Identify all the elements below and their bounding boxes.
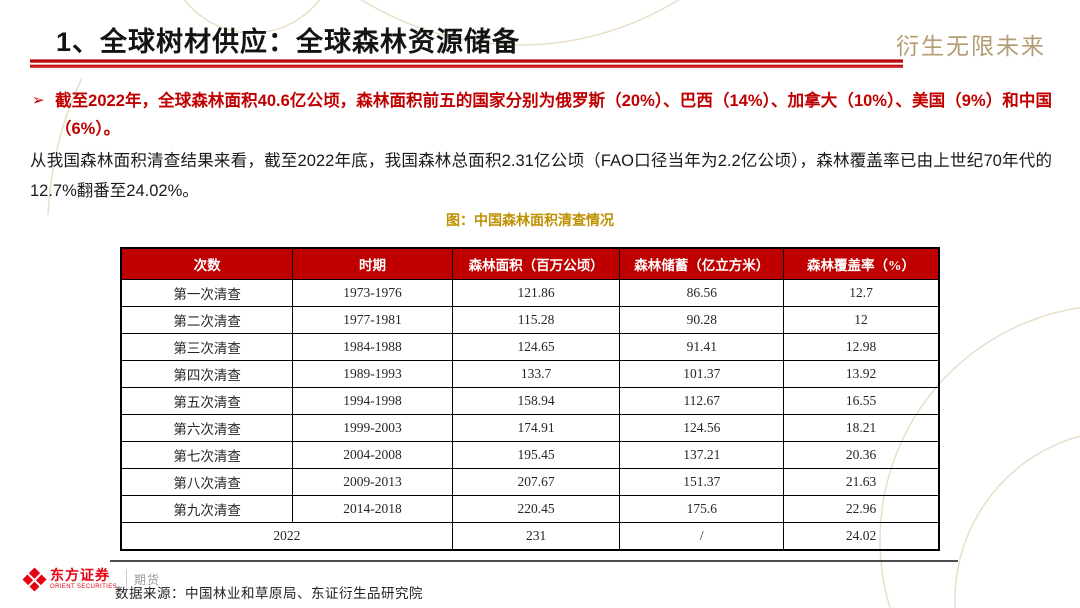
table-cell: 90.28 xyxy=(619,306,785,334)
table-cell: 13.92 xyxy=(783,360,940,388)
table-caption: 图：中国森林面积清查情况 xyxy=(446,212,614,228)
body-paragraph: 从我国森林面积清查结果来看，截至2022年底，我国森林总面积2.31亿公顷（FA… xyxy=(30,152,1052,200)
table-row: 第七次清查 2004-2008 195.45 137.21 20.36 xyxy=(120,441,940,469)
table-cell: 第六次清查 xyxy=(120,414,294,442)
brand-slogan: 衍生无限未来 xyxy=(896,33,1046,59)
table-cell: 91.41 xyxy=(619,333,785,361)
table-cell: 第一次清查 xyxy=(120,279,294,307)
table-cell: 86.56 xyxy=(619,279,785,307)
table-row: 第二次清查 1977-1981 115.28 90.28 12 xyxy=(120,306,940,334)
table-cell: 195.45 xyxy=(451,441,621,469)
table-row: 第六次清查 1999-2003 174.91 124.56 18.21 xyxy=(120,414,940,442)
table-cell: 174.91 xyxy=(451,414,621,442)
table-cell: / xyxy=(619,522,785,551)
table-cell: 220.45 xyxy=(451,495,621,523)
header-cell: 次数 xyxy=(120,247,294,280)
table-cell: 112.67 xyxy=(619,387,785,415)
table-cell: 1977-1981 xyxy=(292,306,453,334)
table-cell: 第三次清查 xyxy=(120,333,294,361)
table-row: 第五次清查 1994-1998 158.94 112.67 16.55 xyxy=(120,387,940,415)
table-cell: 2009-2013 xyxy=(292,468,453,496)
table-cell: 101.37 xyxy=(619,360,785,388)
footer-divider xyxy=(110,560,958,562)
key-point-text: 截至2022年，全球森林面积40.6亿公顷，森林面积前五的国家分别为俄罗斯（20… xyxy=(55,92,1052,138)
logo-business-unit: 期货 xyxy=(134,572,161,587)
table-header: 次数 时期 森林面积（百万公顷） 森林储蓄（亿立方米） 森林覆盖率（%） xyxy=(120,247,940,280)
table-cell: 207.67 xyxy=(451,468,621,496)
logo-name-en: ORIENT SECURITIES xyxy=(50,584,118,590)
table-cell: 124.65 xyxy=(451,333,621,361)
logo-divider xyxy=(126,569,128,589)
key-point: ➢ 截至2022年，全球森林面积40.6亿公顷，森林面积前五的国家分别为俄罗斯（… xyxy=(32,87,1052,143)
table-cell: 231 xyxy=(451,522,621,551)
table-row: 第四次清查 1989-1993 133.7 101.37 13.92 xyxy=(120,360,940,388)
logo-name-cn: 东方证券 xyxy=(50,567,110,583)
forest-survey-table: 次数 时期 森林面积（百万公顷） 森林储蓄（亿立方米） 森林覆盖率（%） 第一次清查 19… xyxy=(120,247,940,551)
table-cell: 第五次清查 xyxy=(120,387,294,415)
table-cell: 20.36 xyxy=(783,441,940,469)
table-cell: 第八次清查 xyxy=(120,468,294,496)
table-cell: 158.94 xyxy=(451,387,621,415)
forest-survey-table-container: 次数 时期 森林面积（百万公顷） 森林储蓄（亿立方米） 森林覆盖率（%） 第一次清查 19… xyxy=(120,247,940,551)
table-cell: 第四次清查 xyxy=(120,360,294,388)
table-cell: 12.7 xyxy=(783,279,940,307)
table-row-2022: 2022 231/24.02 xyxy=(120,522,940,551)
table-cell: 18.21 xyxy=(783,414,940,442)
table-cell: 2004-2008 xyxy=(292,441,453,469)
table-cell: 133.7 xyxy=(451,360,621,388)
company-logo: 东方证券 ORIENT SECURITIES 期货 xyxy=(22,566,161,592)
header-cell: 森林面积（百万公顷） xyxy=(451,247,621,280)
data-source: 数据来源：中国林业和草原局、东证衍生品研究院 xyxy=(115,586,423,601)
table-cell: 1999-2003 xyxy=(292,414,453,442)
table-cell: 175.6 xyxy=(619,495,785,523)
table-header-row: 次数 时期 森林面积（百万公顷） 森林储蓄（亿立方米） 森林覆盖率（%） xyxy=(120,247,940,280)
table-row: 第八次清查 2009-2013 207.67 151.37 21.63 xyxy=(120,468,940,496)
orient-securities-diamond-icon xyxy=(22,566,47,592)
table-cell: 第七次清查 xyxy=(120,441,294,469)
table-cell: 137.21 xyxy=(619,441,785,469)
page-title: 1、全球树材供应：全球森林资源储备 xyxy=(56,27,521,57)
table-cell: 第二次清查 xyxy=(120,306,294,334)
table-cell: 1973-1976 xyxy=(292,279,453,307)
table-row: 第九次清查 2014-2018 220.45 175.6 22.96 xyxy=(120,495,940,523)
table-cell: 12 xyxy=(783,306,940,334)
table-cell: 16.55 xyxy=(783,387,940,415)
header-cell: 森林储蓄（亿立方米） xyxy=(619,247,785,280)
table-body: 第一次清查 1973-1976 121.86 86.56 12.7 第二次清查 1977-1… xyxy=(120,279,940,551)
table-cell: 115.28 xyxy=(451,306,621,334)
table-cell: 第九次清查 xyxy=(120,495,294,523)
table-cell: 12.98 xyxy=(783,333,940,361)
table-cell: 24.02 xyxy=(783,522,940,551)
table-row: 第三次清查 1984-1988 124.65 91.41 12.98 xyxy=(120,333,940,361)
header-cell: 森林覆盖率（%） xyxy=(783,247,940,280)
header-cell: 时期 xyxy=(292,247,453,280)
arrow-bullet-icon: ➢ xyxy=(32,92,45,109)
table-cell: 124.56 xyxy=(619,414,785,442)
table-cell: 22.96 xyxy=(783,495,940,523)
table-cell: 121.86 xyxy=(451,279,621,307)
table-row: 第一次清查 1973-1976 121.86 86.56 12.7 xyxy=(120,279,940,307)
table-cell: 1989-1993 xyxy=(292,360,453,388)
table-cell: 21.63 xyxy=(783,468,940,496)
table-cell: 2014-2018 xyxy=(292,495,453,523)
table-cell: 1984-1988 xyxy=(292,333,453,361)
title-underline xyxy=(30,59,903,68)
table-cell: 2022 xyxy=(120,522,453,551)
table-cell: 1994-1998 xyxy=(292,387,453,415)
table-cell: 151.37 xyxy=(619,468,785,496)
